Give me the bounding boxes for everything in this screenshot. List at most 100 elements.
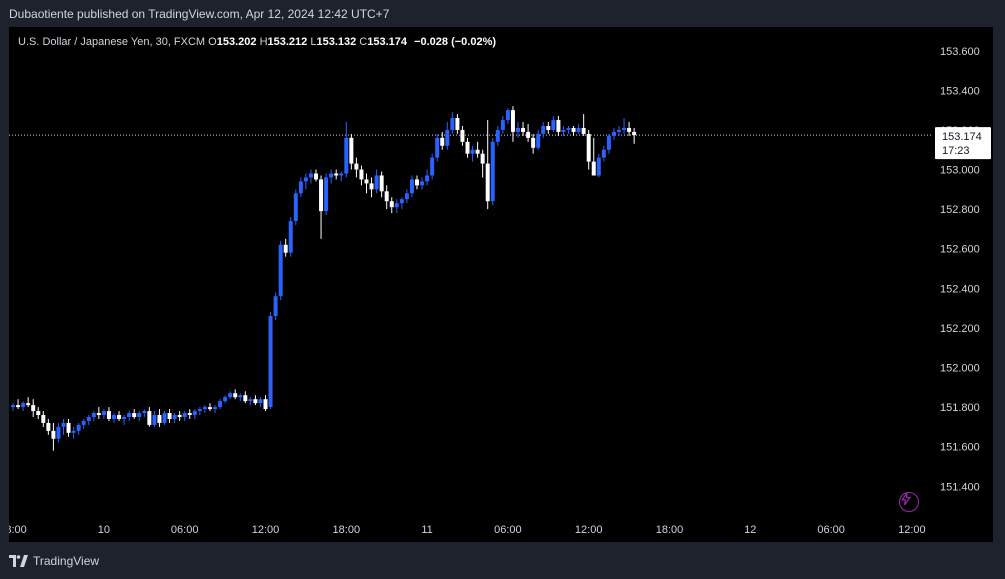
- x-tick-label: 06:00: [817, 524, 845, 536]
- open-key: O: [208, 36, 217, 48]
- candle-body: [435, 137, 440, 158]
- candle-body: [51, 430, 56, 439]
- candle-body: [16, 405, 21, 408]
- candle-body: [21, 403, 26, 408]
- candle-body: [81, 420, 86, 425]
- candle-body: [76, 424, 81, 431]
- candle-body: [182, 413, 187, 417]
- open-value: 153.202: [216, 36, 257, 48]
- candle-body: [591, 161, 596, 176]
- candle-body: [420, 181, 425, 186]
- candle-body: [192, 411, 197, 416]
- x-tick-label: 12:00: [898, 524, 926, 536]
- low-key: L: [310, 36, 317, 48]
- candle-body: [157, 415, 162, 423]
- candle-body: [91, 413, 96, 417]
- candle-body: [319, 179, 324, 212]
- lightning-icon[interactable]: [899, 492, 919, 512]
- x-tick-label: 12: [744, 524, 756, 536]
- brand-name[interactable]: TradingView: [33, 554, 100, 568]
- y-tick-label: 151.400: [940, 481, 980, 493]
- candle-body: [596, 157, 601, 176]
- candle-body: [480, 153, 485, 164]
- y-tick-label: 151.800: [940, 402, 980, 414]
- x-tick-label: 06:00: [171, 524, 199, 536]
- candle-body: [293, 193, 298, 222]
- candle-body: [238, 395, 243, 398]
- candle-body: [495, 129, 500, 142]
- candle-body: [96, 413, 101, 416]
- candle-body: [556, 120, 561, 132]
- candle-body: [379, 175, 384, 192]
- y-tick-label: 153.600: [940, 46, 980, 58]
- candle-body: [303, 177, 308, 182]
- candle-body: [465, 141, 470, 154]
- candle-body: [233, 393, 238, 398]
- candle-body: [288, 221, 293, 253]
- close-key: C: [359, 36, 368, 48]
- candle-body: [61, 422, 66, 427]
- change-value: −0.028 (−0.02%): [414, 36, 497, 48]
- candle-body: [404, 193, 409, 200]
- candle-body: [409, 179, 414, 194]
- candle-body: [344, 137, 349, 174]
- high-value: 153.212: [267, 36, 308, 48]
- x-tick-label: 18:00: [9, 524, 27, 536]
- candle-body: [581, 127, 586, 134]
- candle-body: [329, 173, 334, 178]
- candle-body: [364, 179, 369, 184]
- candle-body: [137, 413, 142, 417]
- candle-body: [253, 399, 258, 404]
- candlestick-chart[interactable]: 153.600153.400153.200153.000152.800152.6…: [9, 27, 993, 542]
- candle-body: [112, 415, 116, 419]
- candle-body: [177, 415, 182, 417]
- candle-body: [258, 399, 263, 404]
- candle-body: [26, 403, 31, 406]
- last-price-tag[interactable]: 153.174 17:23: [935, 127, 991, 160]
- last-price-value: 153.174: [942, 131, 982, 143]
- candle-body: [510, 110, 515, 132]
- candle-body: [359, 169, 364, 180]
- candle-body: [101, 411, 106, 416]
- candle-body: [445, 129, 450, 146]
- candle-body: [86, 416, 91, 421]
- candle-body: [566, 127, 571, 130]
- candle-body: [56, 426, 61, 439]
- candle-body: [122, 416, 127, 419]
- candle-body: [455, 118, 460, 130]
- candle-body: [571, 127, 576, 132]
- candle-body: [586, 133, 591, 162]
- footer: TradingView: [9, 552, 99, 570]
- candle-body: [268, 316, 273, 408]
- chart-area[interactable]: U.S. Dollar / Japanese Yen, 30, FXCM O15…: [9, 27, 993, 542]
- candle-body: [167, 413, 172, 419]
- candle-body: [394, 203, 399, 208]
- candle-body: [41, 415, 46, 423]
- candle-body: [536, 133, 541, 148]
- candle-body: [450, 118, 455, 130]
- x-tick-label: 12:00: [575, 524, 603, 536]
- candle-body: [187, 413, 192, 416]
- candle-body: [172, 415, 177, 419]
- candle-body: [213, 407, 217, 410]
- x-tick-label: 10: [98, 524, 110, 536]
- candle-body: [475, 149, 480, 154]
- candle-body: [526, 131, 531, 138]
- candle-body: [314, 173, 318, 180]
- candle-body: [207, 407, 212, 410]
- candle-body: [430, 157, 435, 176]
- y-tick-label: 152.400: [940, 283, 980, 295]
- candle-body: [505, 110, 510, 121]
- tradingview-logo-icon[interactable]: [9, 555, 28, 567]
- candle-body: [541, 125, 546, 134]
- candle-body: [460, 129, 465, 142]
- candle-body: [546, 125, 551, 130]
- candle-body: [162, 413, 167, 423]
- candle-body: [106, 411, 111, 419]
- candle-body: [576, 127, 581, 132]
- y-tick-label: 152.000: [940, 363, 980, 375]
- candle-body: [117, 415, 122, 419]
- candle-body: [132, 413, 137, 417]
- candle-body: [622, 127, 627, 130]
- x-axis: 18:00 10 06:00 12:00 18:00 11 06:00 12:00 18:00 1…: [9, 524, 926, 536]
